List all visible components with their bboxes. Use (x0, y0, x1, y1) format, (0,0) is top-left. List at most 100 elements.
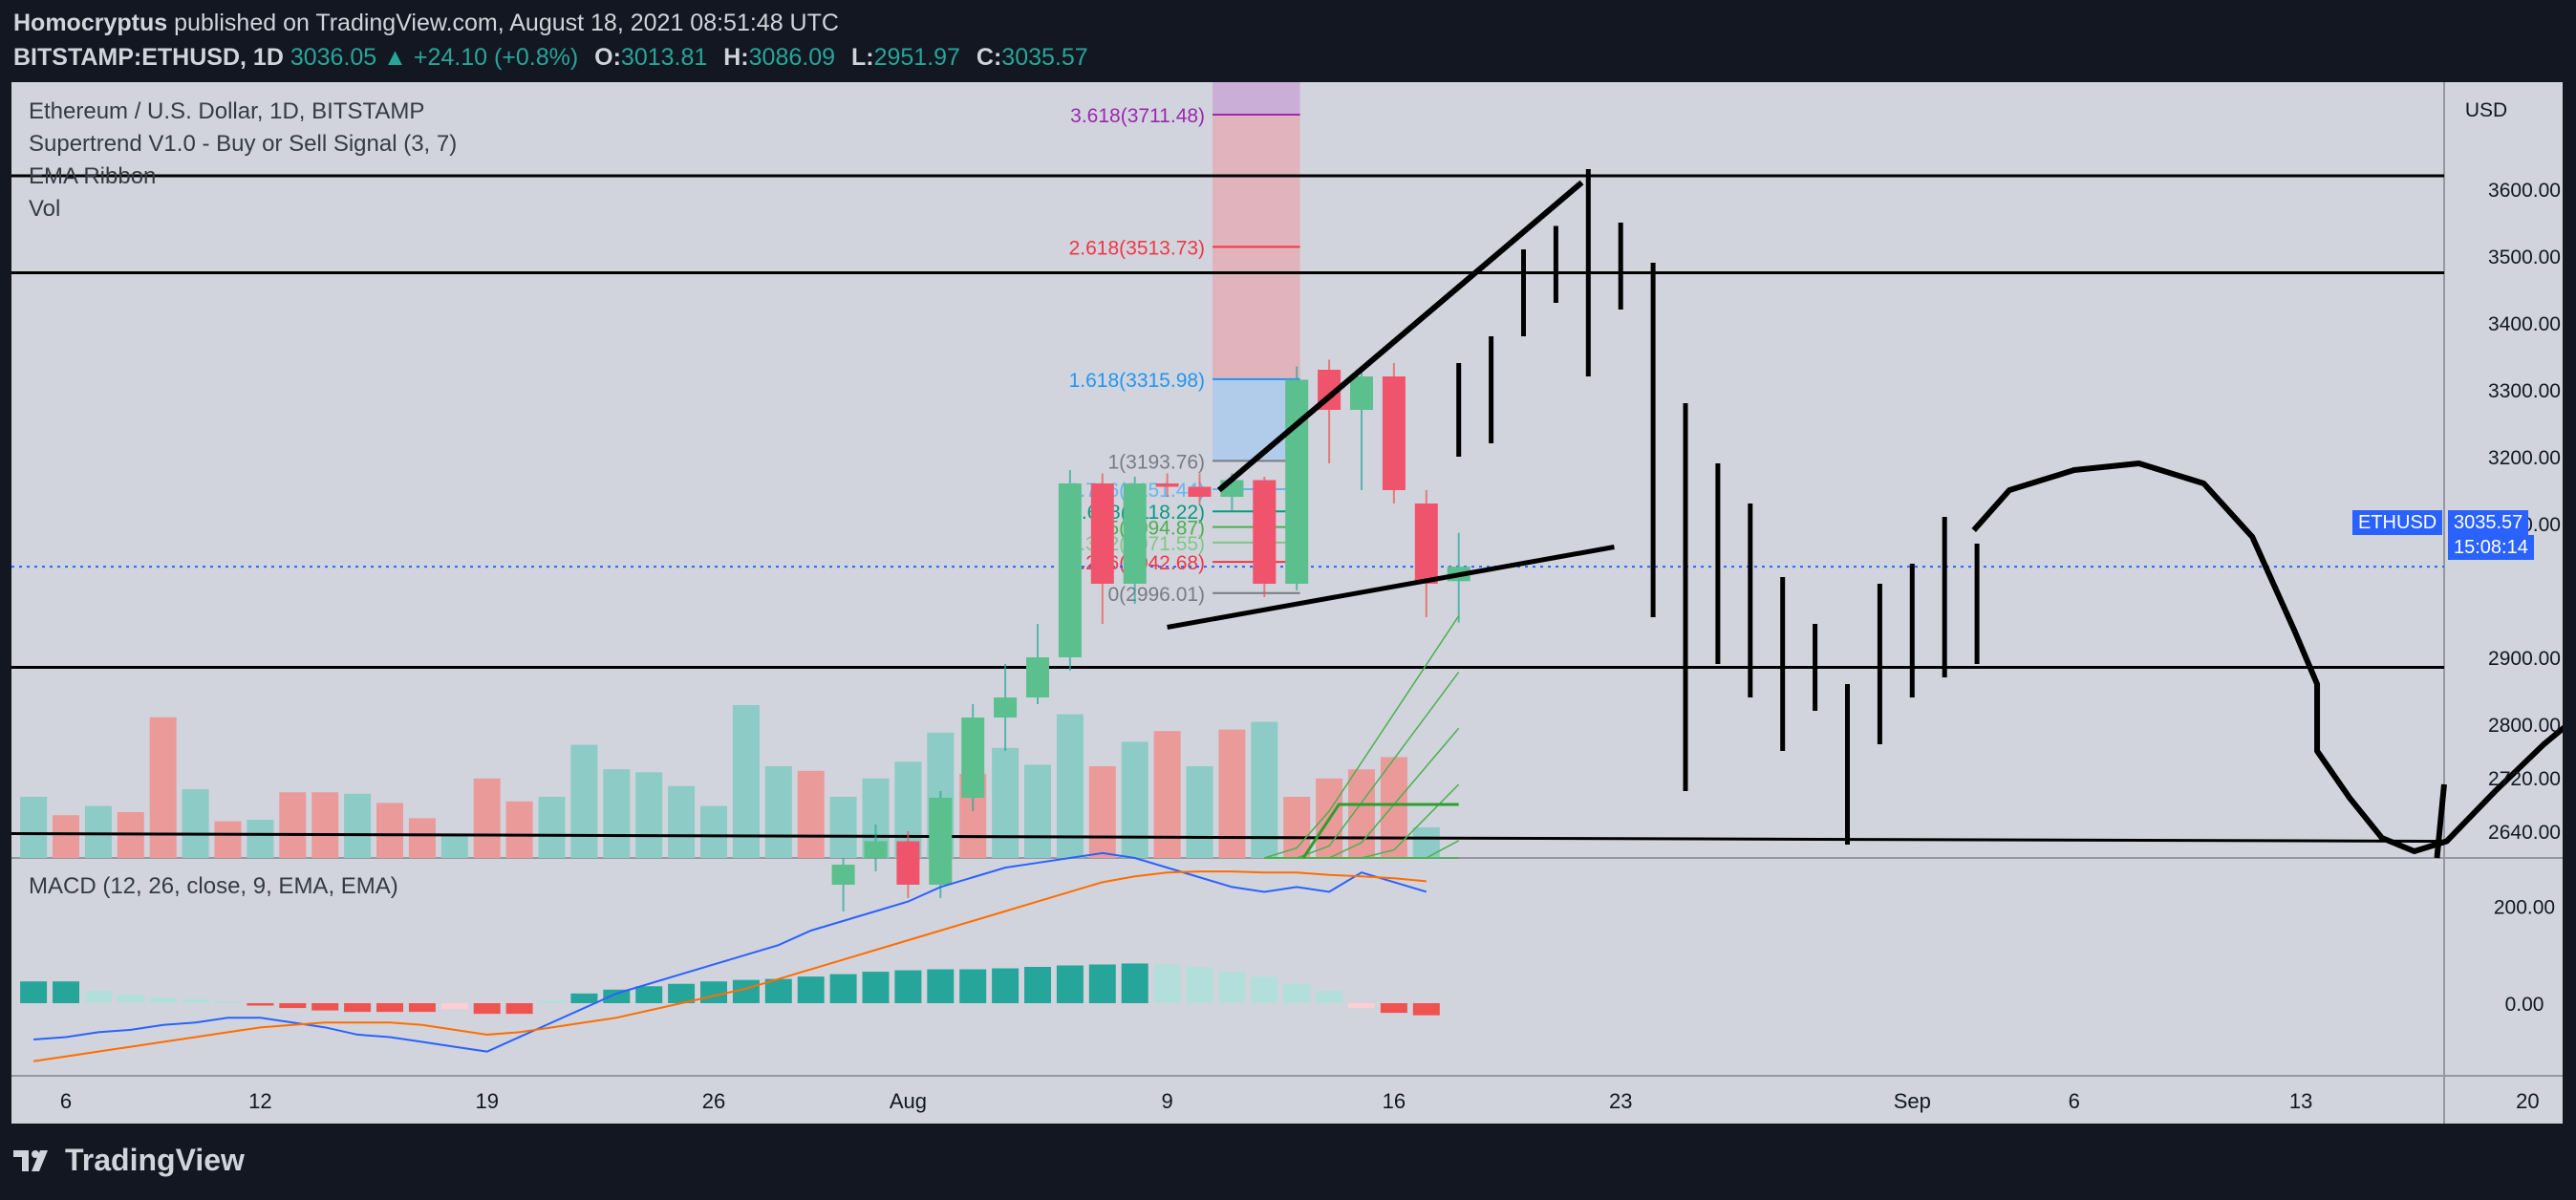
macd-histogram-bar (1348, 1003, 1375, 1009)
macd-histogram-bar (1380, 1003, 1407, 1014)
volume-bar (376, 803, 403, 858)
macd-histogram-bar (1186, 967, 1213, 1003)
volume-bar (732, 705, 760, 858)
macd-histogram-bar (279, 1003, 307, 1009)
macd-histogram-bar (117, 994, 144, 1003)
open-value: 3013.81 (620, 44, 708, 71)
low-value: 2951.97 (873, 44, 960, 71)
volume-bar (992, 747, 1020, 858)
volume-bar (473, 778, 501, 858)
volume-bar (538, 797, 566, 858)
volume-bar (764, 766, 792, 858)
time-axis-tick-label: Aug (890, 1089, 927, 1113)
volume-bar (53, 815, 79, 858)
macd-line (33, 851, 1428, 1053)
time-axis-tick-label: 13 (2289, 1089, 2312, 1113)
volume-bar (505, 801, 533, 858)
volume-bar (1251, 721, 1278, 858)
macd-histogram-bar (635, 986, 663, 1003)
trendline-upper (1216, 180, 1584, 493)
volume-bar (603, 769, 631, 858)
price-axis-tick-label: 3600.00 (2488, 180, 2561, 202)
fib-level-label: 1(3193.76) (1107, 451, 1205, 473)
published-text: published on TradingView.com, August 18,… (174, 10, 839, 36)
macd-histogram-bar (1251, 976, 1278, 1003)
close-value: 3035.57 (1001, 44, 1088, 71)
price-axis-tick-label: 3300.00 (2488, 380, 2561, 402)
volume-bar (1283, 797, 1311, 858)
time-axis-tick-label: 12 (248, 1089, 271, 1113)
candle-body (961, 718, 985, 798)
legend-symbol[interactable]: Ethereum / U.S. Dollar, 1D, BITSTAMP (29, 98, 425, 124)
volume-bar (344, 793, 372, 858)
volume-bar (311, 792, 339, 858)
macd-histogram-bar (1412, 1003, 1440, 1016)
macd-histogram-bar (894, 970, 922, 1003)
time-axis-tick-label: 16 (1383, 1089, 1406, 1113)
macd-histogram-bar (862, 972, 890, 1003)
volume-bar (1088, 766, 1116, 858)
tradingview-logo[interactable]: TradingView (11, 1143, 245, 1178)
volume-bar (149, 717, 177, 858)
volume-bar (668, 785, 696, 858)
candle-body (1382, 376, 1406, 490)
price-chart[interactable]: 3.618(3711.48) 2.618(3513.73) 1.618(3315.9… (11, 82, 2563, 1124)
time-axis-tick-label: 20 (2516, 1089, 2539, 1113)
macd-histogram-bar (959, 969, 987, 1003)
legend-volume[interactable]: Vol (29, 196, 61, 222)
volume-bar (20, 797, 48, 858)
macd-histogram-bar (1056, 965, 1084, 1003)
price-axis-tick-label: 3500.00 (2488, 246, 2561, 268)
fib-level-label: 0.5(3094.87) (1091, 518, 1205, 540)
macd-histogram-bar (1283, 983, 1311, 1003)
volume-bar (1056, 714, 1084, 858)
trendline-bottom (2434, 783, 2447, 859)
candle-body (1090, 483, 1114, 584)
macd-axis-tick-label: 200.00 (2494, 897, 2555, 919)
publisher-name[interactable]: Homocryptus (13, 10, 168, 36)
macd-histogram-bar (1121, 963, 1148, 1003)
macd-histogram-bar (84, 991, 112, 1003)
legend-supertrend[interactable]: Supertrend V1.0 - Buy or Sell Signal (3,… (29, 131, 458, 157)
macd-histogram-bar (1316, 991, 1343, 1003)
price-axis-tick-label: 3400.00 (2488, 313, 2561, 335)
candle-body (994, 697, 1018, 718)
fib-level-label: 3.618(3711.48) (1070, 105, 1205, 127)
volume-bar (570, 744, 598, 858)
volume-bar (247, 820, 274, 858)
supertrend-line (1301, 803, 1459, 859)
time-axis-tick-label: 6 (60, 1089, 72, 1113)
fib-zone-top (1213, 82, 1300, 115)
macd-histogram-bar (440, 1003, 468, 1010)
time-axis-tick-label: 6 (2069, 1089, 2080, 1113)
price-tag: 3035.57 (2448, 510, 2529, 535)
volume-bar (408, 818, 436, 858)
candle-body (831, 865, 855, 885)
macd-histogram-bar (538, 1000, 566, 1003)
chart-header: Homocryptus published on TradingView.com… (13, 6, 1088, 75)
candle-body (1188, 486, 1212, 497)
legend-ema-ribbon[interactable]: EMA Ribbon (29, 163, 157, 189)
time-axis-tick-label: 9 (1161, 1089, 1172, 1113)
volume-bar (279, 792, 307, 858)
macd-histogram-bar (376, 1003, 403, 1013)
candle-body (1155, 483, 1179, 487)
candle-body (864, 841, 888, 858)
open-label: O: (594, 44, 621, 71)
price-axis-tick-label: 3200.00 (2488, 447, 2561, 469)
macd-histogram-bar (505, 1003, 533, 1015)
countdown-tag: 15:08:14 (2448, 535, 2534, 560)
macd-legend[interactable]: MACD (12, 26, close, 9, EMA, EMA) (29, 873, 398, 899)
macd-histogram-bar (1218, 972, 1246, 1003)
macd-histogram-bar (247, 1003, 274, 1006)
macd-histogram-bar (797, 976, 825, 1003)
macd-histogram-bar (829, 974, 857, 1003)
volume-bar (1024, 764, 1051, 858)
candle-body (1058, 483, 1082, 657)
macd-histogram-bar (344, 1003, 372, 1013)
volume-bar (1153, 731, 1181, 858)
time-axis-tick-label: 26 (702, 1089, 725, 1113)
price-axis-tick-label: 2640.00 (2488, 822, 2561, 844)
macd-histogram-bar (700, 981, 727, 1003)
volume-bar (440, 833, 468, 858)
